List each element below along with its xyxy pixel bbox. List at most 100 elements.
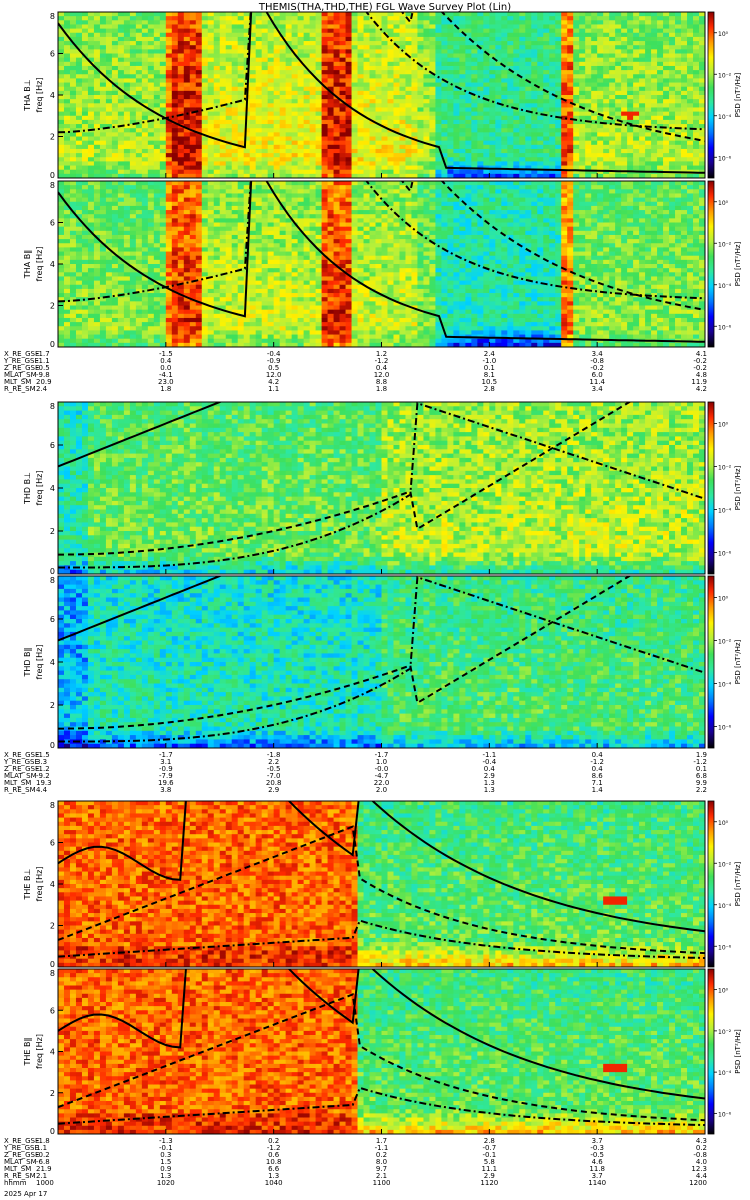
y-tick-label: 2 [50, 922, 55, 931]
colorbar-tick-label: 10⁻⁶ [718, 1111, 732, 1118]
y-tick-label: 0 [50, 960, 55, 969]
ephemeris-value: 2.8 [484, 385, 495, 393]
colorbar-tick-label: 10⁻² [718, 861, 732, 868]
ephemeris-value: 4.4 [36, 786, 48, 794]
panel-ylabel: THD B‖ [23, 647, 32, 677]
ephemeris-value: 2.4 [36, 385, 48, 393]
y-tick-label: 4 [50, 91, 55, 100]
heatmap-the_bll [58, 969, 705, 1134]
y-tick-label: 6 [50, 219, 55, 228]
freq-axis-label: freq [Hz] [35, 78, 44, 113]
y-tick-label: 2 [50, 527, 55, 536]
y-tick-label: 0 [50, 567, 55, 576]
y-tick-label: 0 [50, 1127, 55, 1136]
colorbar-tick-label: 10⁰ [718, 988, 729, 995]
colorbar-tick-label: 10⁻⁴ [718, 508, 732, 515]
colorbar [708, 181, 714, 347]
y-tick-label: 0 [50, 340, 55, 349]
ephemeris-value: 1200 [689, 1179, 707, 1187]
colorbar-tick-label: 10⁻⁶ [718, 725, 732, 732]
colorbar-label: PSD [nT²/Hz] [734, 639, 742, 684]
ephemeris-value: 1.3 [484, 786, 495, 794]
y-tick-label: 4 [50, 484, 55, 493]
y-tick-label: 2 [50, 1089, 55, 1098]
ephemeris-value: 2.9 [268, 786, 279, 794]
ephemeris-value: 1120 [480, 1179, 498, 1187]
panel-ylabel: THE B⊥ [23, 868, 32, 900]
y-tick-label: 2 [50, 701, 55, 710]
ephemeris-row-label: R_RE_SM [4, 786, 36, 794]
ephemeris-value: 1.1 [268, 385, 279, 393]
freq-axis-label: freq [Hz] [35, 867, 44, 902]
y-tick-label: 8 [50, 402, 55, 411]
freq-axis-label: freq [Hz] [35, 471, 44, 506]
ephemeris-row-label: hhmm [4, 1179, 27, 1187]
colorbar-tick-label: 10⁻² [718, 72, 732, 79]
colorbar-tick-label: 10⁰ [718, 820, 729, 827]
ephemeris-row-label: R_RE_SM [4, 385, 36, 393]
ephemeris-value: 1.8 [376, 385, 387, 393]
colorbar-label: PSD [nT²/Hz] [734, 1029, 742, 1074]
panel-ylabel: THD B⊥ [23, 472, 32, 505]
colorbar-tick-label: 10⁻⁶ [718, 324, 732, 331]
colorbar-label: PSD [nT²/Hz] [734, 241, 742, 286]
ephemeris-value: 1000 [36, 1179, 54, 1187]
colorbar-tick-label: 10⁻⁴ [718, 1070, 732, 1077]
plot-title: THEMIS(THA,THD,THE) FGL Wave Survey Plot… [258, 2, 511, 13]
ephemeris-thd: X_RE_GSE-1.5 -1.7 -1.8 -1.7 -1.1 0.4 1.9Y_RE_G… [3, 751, 707, 794]
y-tick-label: 8 [50, 12, 55, 21]
colorbar-label: PSD [nT²/Hz] [734, 861, 742, 906]
panel-ylabel: THE B‖ [23, 1038, 32, 1067]
colorbar-tick-label: 10⁻² [718, 639, 732, 646]
colorbar-tick-label: 10⁰ [718, 200, 729, 207]
colorbar [708, 576, 714, 748]
ephemeris-value: 3.4 [592, 385, 604, 393]
ephemeris-value: 1040 [265, 1179, 283, 1187]
wave-survey-plot: THEMIS(THA,THD,THE) FGL Wave Survey Plot… [0, 0, 750, 1200]
ephemeris-tha: X_RE_GSE-1.7 -1.5 -0.4 1.2 2.4 3.4 4.1Y_RE_GSE… [3, 350, 707, 393]
y-tick-label: 8 [50, 576, 55, 585]
y-tick-label: 8 [50, 801, 55, 810]
heatmap-tha_bll [58, 181, 705, 347]
panel-ylabel: THA B⊥ [23, 79, 32, 111]
y-tick-label: 2 [50, 302, 55, 311]
colorbar-tick-label: 10⁻⁴ [718, 682, 732, 689]
colorbar [708, 402, 714, 574]
y-tick-label: 6 [50, 839, 55, 848]
colorbar-tick-label: 10⁰ [718, 596, 729, 603]
panel-ylabel: THA B‖ [23, 250, 32, 279]
ephemeris-value: 2.2 [696, 786, 707, 794]
freq-axis-label: freq [Hz] [35, 247, 44, 282]
ephemeris-value: 1.4 [592, 786, 604, 794]
heatmap-tha_bl [58, 12, 705, 178]
colorbar [708, 969, 714, 1134]
y-tick-label: 4 [50, 260, 55, 269]
y-tick-label: 6 [50, 615, 55, 624]
ephemeris-value: 1020 [157, 1179, 175, 1187]
colorbar-label: PSD [nT²/Hz] [734, 465, 742, 510]
ephemeris-value: 4.2 [696, 385, 707, 393]
colorbar [708, 801, 714, 967]
y-tick-label: 8 [50, 969, 55, 978]
colorbar-tick-label: 10⁻² [718, 241, 732, 248]
y-tick-label: 2 [50, 133, 55, 142]
colorbar-tick-label: 10⁻⁶ [718, 155, 732, 162]
colorbar [708, 12, 714, 178]
colorbar-tick-label: 10⁻⁴ [718, 283, 732, 290]
colorbar-tick-label: 10⁻² [718, 1029, 732, 1036]
colorbar-label: PSD [nT²/Hz] [734, 72, 742, 117]
y-tick-label: 4 [50, 1048, 55, 1057]
ephemeris-value: 1100 [373, 1179, 391, 1187]
colorbar-tick-label: 10⁻⁶ [718, 551, 732, 558]
ephemeris-value: 2.0 [376, 786, 387, 794]
colorbar-tick-label: 10⁻⁴ [718, 114, 732, 121]
freq-axis-label: freq [Hz] [35, 645, 44, 680]
heatmap-the_bl [58, 801, 705, 967]
colorbar-tick-label: 10⁻⁴ [718, 903, 732, 910]
